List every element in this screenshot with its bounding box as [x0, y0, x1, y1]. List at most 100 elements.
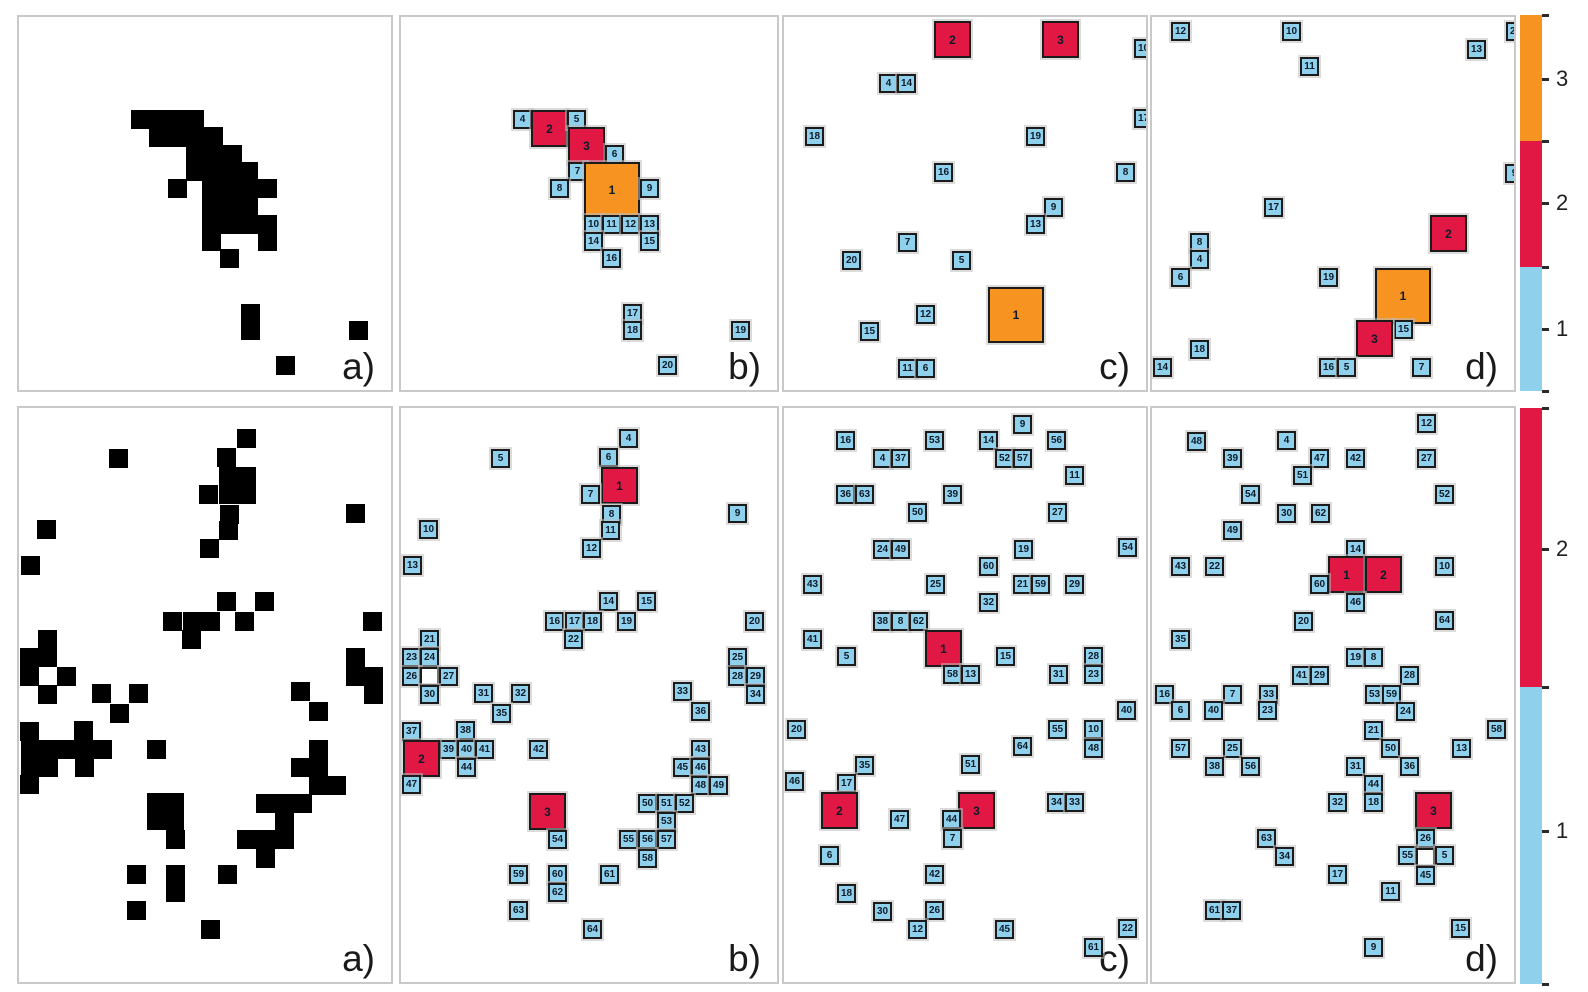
region-box-37: 37: [1222, 901, 1241, 920]
pixel-cell: [364, 667, 383, 686]
region-box-44: 44: [457, 758, 476, 777]
region-box-46: 46: [1346, 593, 1365, 612]
region-box-52: 52: [1435, 485, 1454, 504]
pixel-cell: [346, 504, 365, 523]
region-box-2: 2: [1365, 556, 1402, 593]
panel-letter-top-d: d): [1465, 346, 1498, 388]
region-box-56: 56: [1047, 431, 1066, 450]
region-box-54: 54: [1241, 485, 1260, 504]
region-box-33: 33: [1065, 793, 1084, 812]
pixel-cell: [291, 758, 310, 777]
region-box-46: 46: [691, 758, 710, 777]
region-box-9: 9: [1364, 938, 1383, 957]
pixel-cell: [219, 467, 256, 504]
pixel-cell: [220, 505, 239, 524]
region-box-12: 12: [908, 920, 927, 939]
pixel-cell: [364, 685, 383, 704]
region-box-29: 29: [1065, 575, 1084, 594]
pixel-cell: [183, 612, 202, 631]
pixel-cell: [75, 758, 94, 777]
region-box-32: 32: [979, 593, 998, 612]
pixel-cell: [186, 162, 205, 181]
region-box-13: 13: [1452, 739, 1471, 758]
region-box-55: 55: [1048, 720, 1067, 739]
region-box-15: 15: [640, 232, 659, 251]
pixel-cell: [93, 740, 112, 759]
region-box-13: 13: [1026, 215, 1045, 234]
pixel-cell: [182, 630, 201, 649]
pixel-cell: [166, 865, 185, 884]
region-box-8: 8: [550, 179, 569, 198]
pixel-cell: [276, 356, 295, 375]
region-box-9: 9: [1044, 198, 1063, 217]
region-box-10: 10: [1435, 557, 1454, 576]
region-box-14: 14: [897, 74, 916, 93]
region-box-10: 10: [1134, 39, 1146, 58]
region-box-33: 33: [673, 682, 692, 701]
region-box-4: 4: [513, 110, 532, 129]
region-box-17: 17: [1328, 865, 1347, 884]
region-box-49: 49: [891, 540, 910, 559]
colorbar-tick: [1542, 983, 1549, 986]
region-box-53: 53: [657, 812, 676, 831]
region-box-21: 21: [1013, 575, 1032, 594]
pixel-cell: [75, 740, 94, 759]
region-box-34: 34: [1275, 847, 1294, 866]
colorbar-tick: [1542, 265, 1549, 269]
region-box-2: 2: [531, 110, 568, 147]
region-box-55: 55: [619, 830, 638, 849]
region-box-5: 5: [1337, 358, 1356, 377]
region-box-30: 30: [1277, 504, 1296, 523]
region-box-39: 39: [1223, 449, 1242, 468]
colorbar-tick: [1542, 14, 1549, 17]
pixel-cell: [21, 556, 40, 575]
region-box-3: 3: [568, 127, 605, 164]
colorbar-tick-label-2: 2: [1556, 536, 1569, 562]
region-box-63: 63: [509, 901, 528, 920]
region-box-1: 1: [925, 630, 962, 667]
region-box-17: 17: [837, 774, 856, 793]
region-box-48: 48: [1084, 739, 1103, 758]
region-box-19: 19: [1319, 268, 1338, 287]
pixel-cell: [185, 110, 204, 129]
region-box-51: 51: [657, 794, 676, 813]
region-box-30: 30: [873, 902, 892, 921]
region-box-63: 63: [1257, 829, 1276, 848]
region-box-21: 21: [420, 630, 439, 649]
region-box-19: 19: [1026, 127, 1045, 146]
pixel-cell: [166, 883, 185, 902]
region-box-61: 61: [1084, 938, 1103, 957]
region-box-58: 58: [638, 849, 657, 868]
region-box-3: 3: [1356, 320, 1393, 357]
region-box-48: 48: [1187, 432, 1206, 451]
region-box-40: 40: [1204, 701, 1223, 720]
region-box-41: 41: [475, 740, 494, 759]
region-box-4: 4: [873, 449, 892, 468]
pixel-cell: [149, 110, 186, 147]
region-box-19: 19: [1014, 540, 1033, 559]
pixel-cell: [147, 793, 184, 830]
region-box-62: 62: [909, 612, 928, 631]
pixel-cell: [186, 127, 223, 164]
pixel-cell: [201, 920, 220, 939]
region-box-61: 61: [600, 865, 619, 884]
region-box-15: 15: [1451, 919, 1470, 938]
colorbar-bar: [1520, 15, 1542, 391]
colorbar-tick: [1542, 327, 1549, 331]
region-box-45: 45: [1416, 866, 1435, 885]
pixel-cell: [20, 775, 39, 794]
region-box-38: 38: [456, 721, 475, 740]
region-box-39: 39: [943, 485, 962, 504]
pixel-cell: [275, 812, 294, 831]
panel-top-c: c) 2 3 10 4 14 17 18 19 16 8 9 13 7 20 5 1 12 15 11 6: [782, 15, 1148, 392]
region-box-59: 59: [509, 865, 528, 884]
region-box-51: 51: [961, 755, 980, 774]
region-box-58: 58: [943, 665, 962, 684]
region-box-14: 14: [599, 592, 618, 611]
pixel-cell: [57, 667, 76, 686]
region-box-20: 20: [787, 720, 806, 739]
region-box-7: 7: [1412, 358, 1431, 377]
pixel-cell: [327, 776, 346, 795]
region-box-64: 64: [583, 920, 602, 939]
region-box-47: 47: [1310, 449, 1329, 468]
